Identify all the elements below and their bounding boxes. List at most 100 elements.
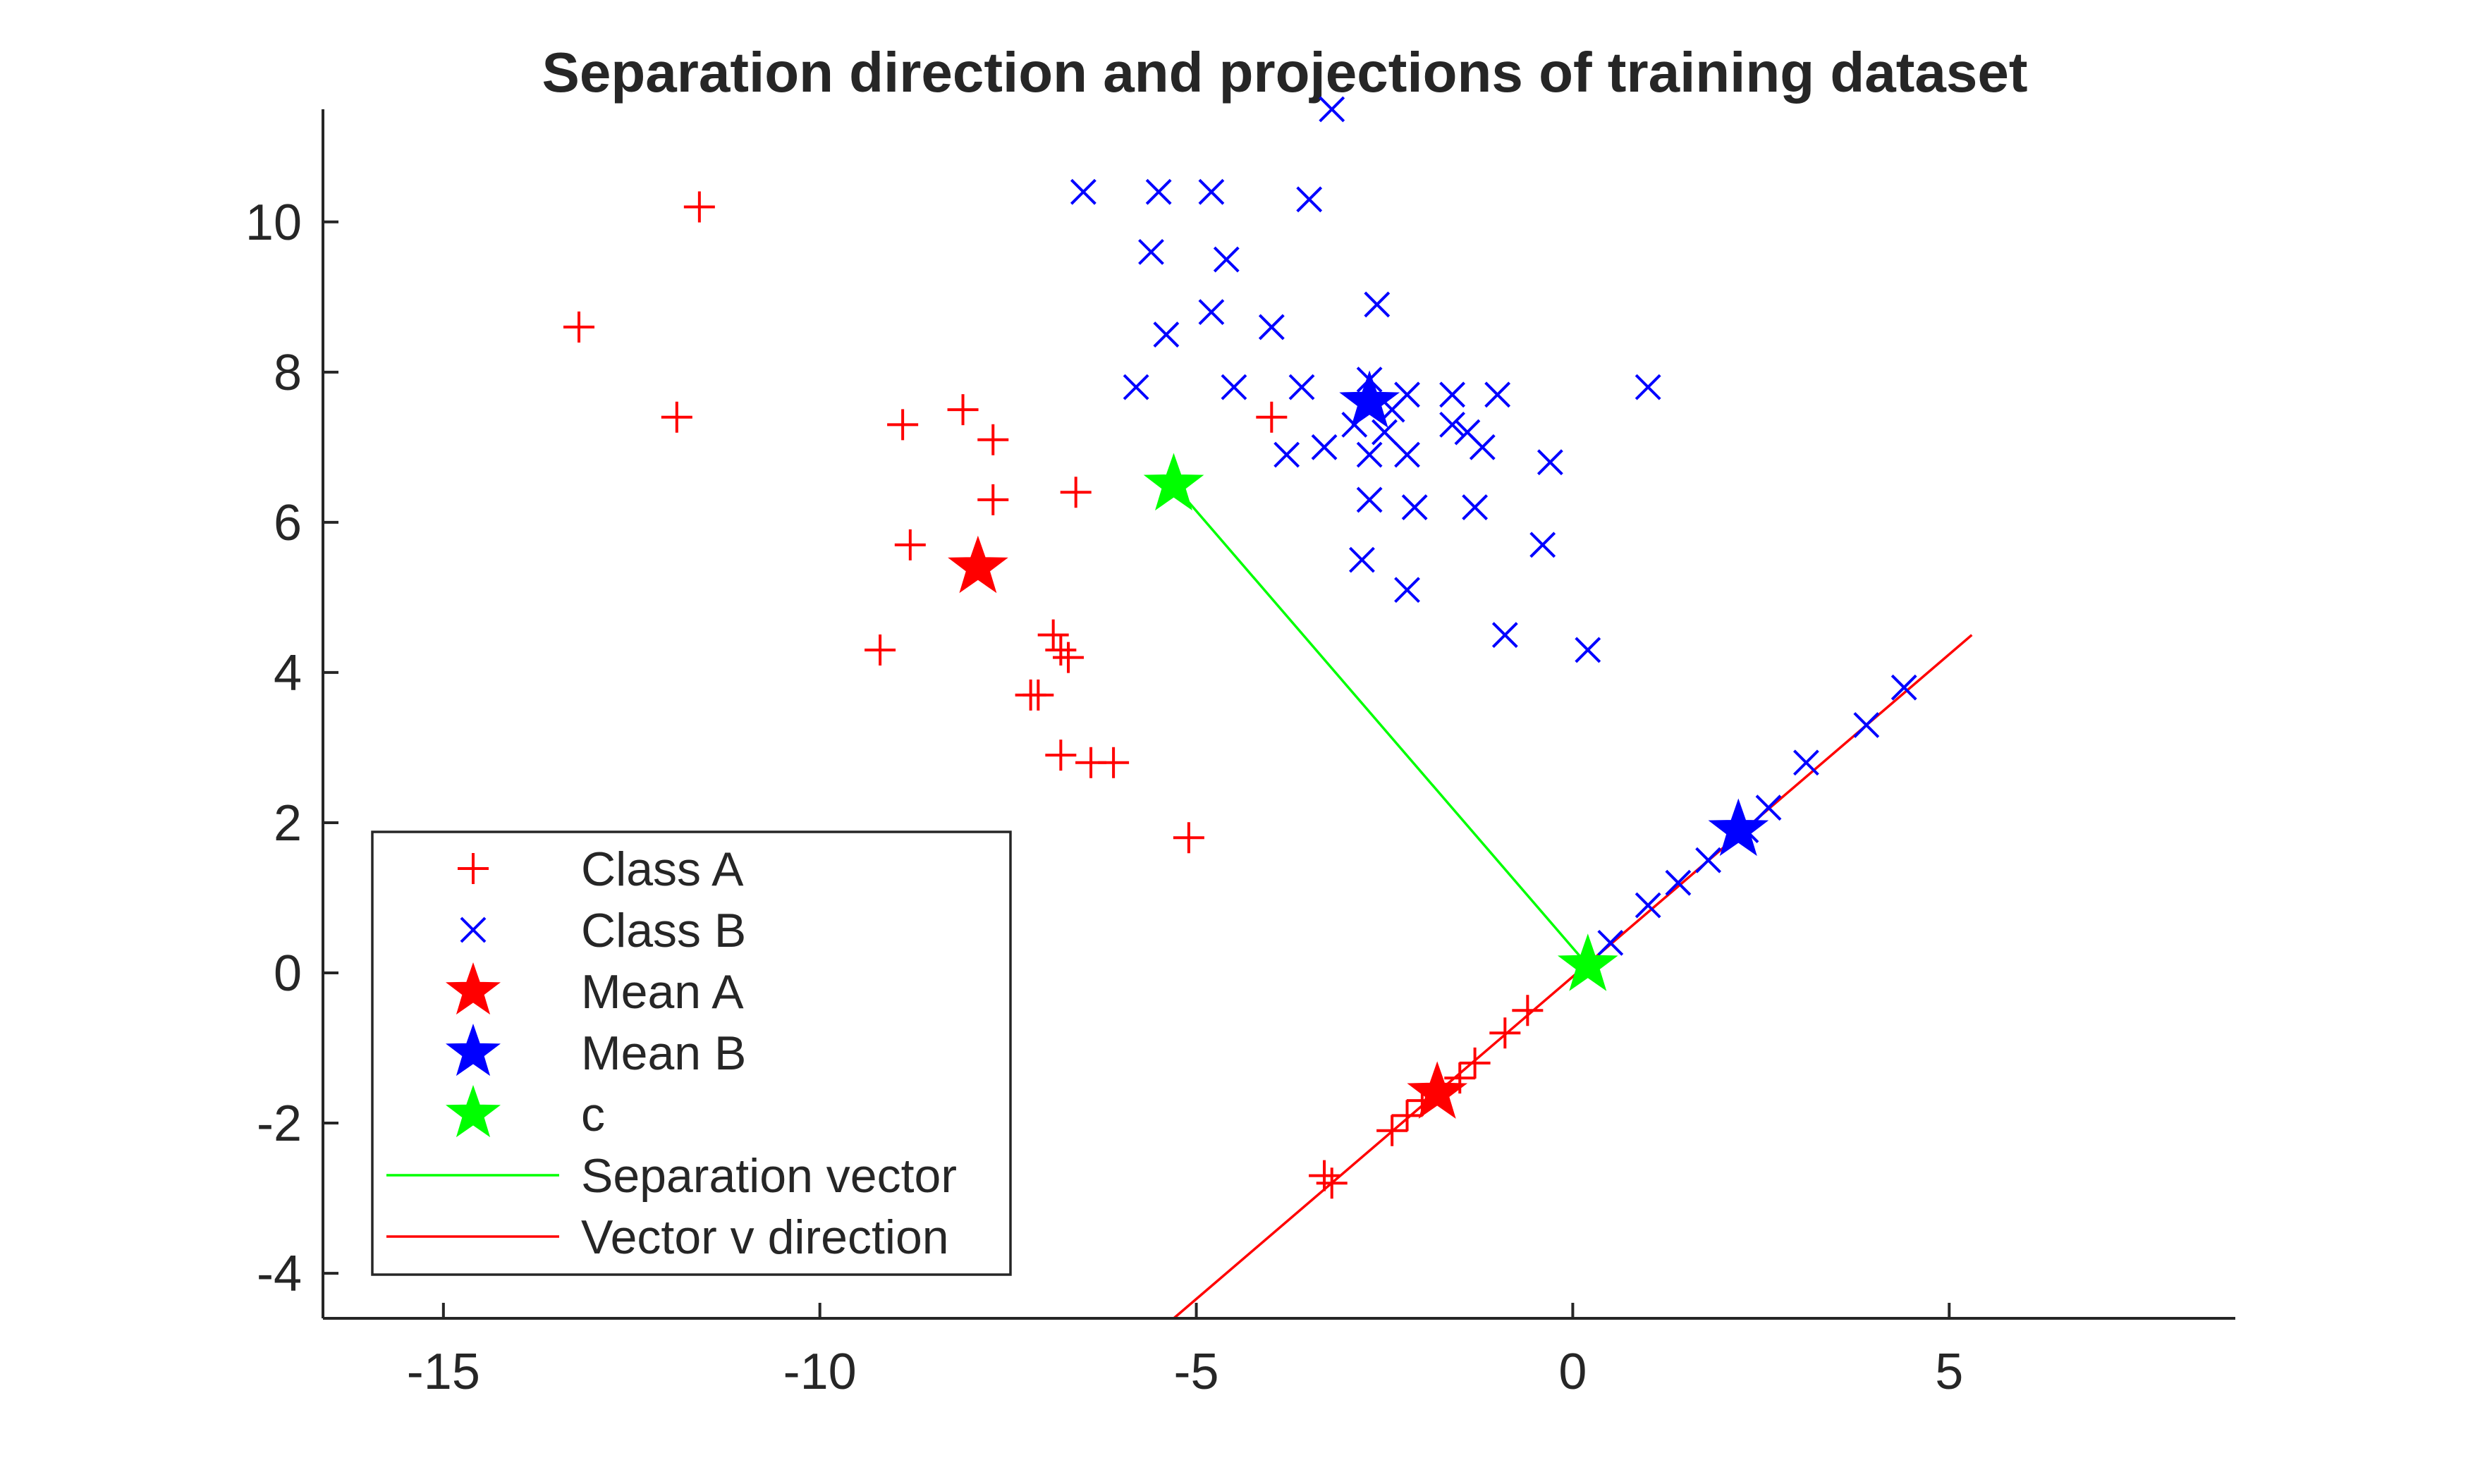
class-b-point [1462,494,1489,520]
y-tick-label: 8 [274,345,302,401]
x-tick-label: 5 [1935,1344,1963,1400]
class-b-point [1349,546,1375,573]
class-a-point [1376,1115,1408,1146]
legend-swatch-mean-b [446,1023,501,1077]
axes: -15 -10 -5 0 5 -4 -2 0 2 4 6 8 10 [245,109,2235,1400]
class-a-point [661,401,692,433]
x-tick-label: -5 [1174,1344,1219,1400]
class-b-point [1296,186,1323,213]
y-axis-ticks: -4 -2 0 2 4 6 8 10 [245,195,338,1302]
class-a-point [887,409,919,441]
class-b-point [1221,374,1247,400]
class-a-point [563,311,595,343]
class-b-point [1070,178,1096,205]
class-b-point [1575,637,1601,663]
class-a-point [1045,634,1077,666]
class-b-point [1138,238,1164,265]
mean-a-star [948,535,1008,594]
class-b-point [1311,434,1338,460]
class-b-point [1792,749,1819,776]
class-a-point [1309,1160,1340,1191]
class-b-point [1469,434,1496,460]
class-b-point [1484,381,1511,408]
legend-label-mean-b: Mean B [581,1026,746,1080]
x-axis-ticks: -15 -10 -5 0 5 [407,1303,1963,1400]
class-a-point [1045,740,1077,771]
y-tick-label: 2 [274,795,302,852]
y-tick-label: 0 [274,945,302,1002]
y-tick-label: 10 [245,195,302,251]
class-b-point [1213,246,1240,273]
class-b-point [1372,419,1398,446]
mean-b-star [1708,798,1769,857]
class-b-point [1491,622,1518,649]
class-a-point [977,424,1009,455]
class-b-point [1401,494,1428,520]
class-b-point [1695,847,1722,873]
class-a-point [1391,1100,1423,1132]
vector-v-direction-line [1173,634,1973,1320]
class-a-point [1489,1017,1521,1049]
class-b-point [1145,178,1172,205]
class-a-point [1060,477,1092,508]
class-a-point [894,529,926,560]
legend-swatch-class-b [460,916,487,943]
class-b-point [1153,321,1180,348]
class-a-point [1053,642,1085,673]
plot-lines [1173,484,1973,1320]
class-b-point [1394,441,1420,468]
class-b-point [1597,929,1624,956]
chart-title: Separation direction and projections of … [542,41,2028,104]
y-tick-label: -2 [257,1096,302,1152]
class-b-point [1198,299,1225,326]
class-a-point [1316,1167,1348,1199]
class-b-point [1439,411,1465,438]
class-b-point [1364,291,1391,318]
legend-label-class-b: Class B [581,904,746,957]
class-b-point [1258,314,1285,341]
legend-swatch-mean-a [446,962,501,1015]
class-b-point [1439,381,1465,408]
legend-label-c: c [581,1088,605,1141]
class-a-point [1098,747,1130,778]
c-star [1557,933,1618,991]
class-b-point [1273,441,1300,468]
class-b-point [1198,178,1225,205]
class-a-point [1256,401,1288,433]
class-b-point [1755,795,1782,821]
x-tick-label: 0 [1558,1344,1587,1400]
class-b-point [1529,532,1556,558]
class-a-point [947,394,979,426]
legend-label-separation-vector: Separation vector [581,1149,957,1203]
class-b-point [1356,486,1383,513]
legend-label-mean-a: Mean A [581,965,744,1019]
legend: Class A Class B Mean A Mean B c Separation ve… [371,830,1012,1276]
class-b-point [1394,381,1420,408]
class-a-point [1459,1047,1491,1079]
y-tick-label: 4 [274,645,302,701]
c-star [1143,453,1204,511]
class-a-point [1015,679,1046,711]
class-a-point [977,484,1009,515]
mean-b-star [1339,370,1400,428]
class-b-point [1537,449,1563,476]
mean-a-star [1407,1061,1468,1119]
class-b-point [1890,674,1917,701]
class-b-point [1394,577,1420,603]
x-tick-label: -15 [407,1344,480,1400]
class-b-point [1319,96,1345,123]
class-b-point [1665,869,1692,896]
class-b-point [1356,441,1383,468]
legend-swatch-c [446,1084,501,1138]
class-a-point [865,634,896,666]
class-b-point [1288,374,1315,400]
class-b-point [1635,374,1661,400]
legend-label-vector-v-direction: Vector v direction [581,1210,949,1264]
class-a-point [683,191,715,223]
separation-vector-line [1173,484,1589,967]
y-tick-label: -4 [257,1246,302,1302]
class-a-point [1037,619,1069,651]
class-b-point [1853,712,1880,738]
